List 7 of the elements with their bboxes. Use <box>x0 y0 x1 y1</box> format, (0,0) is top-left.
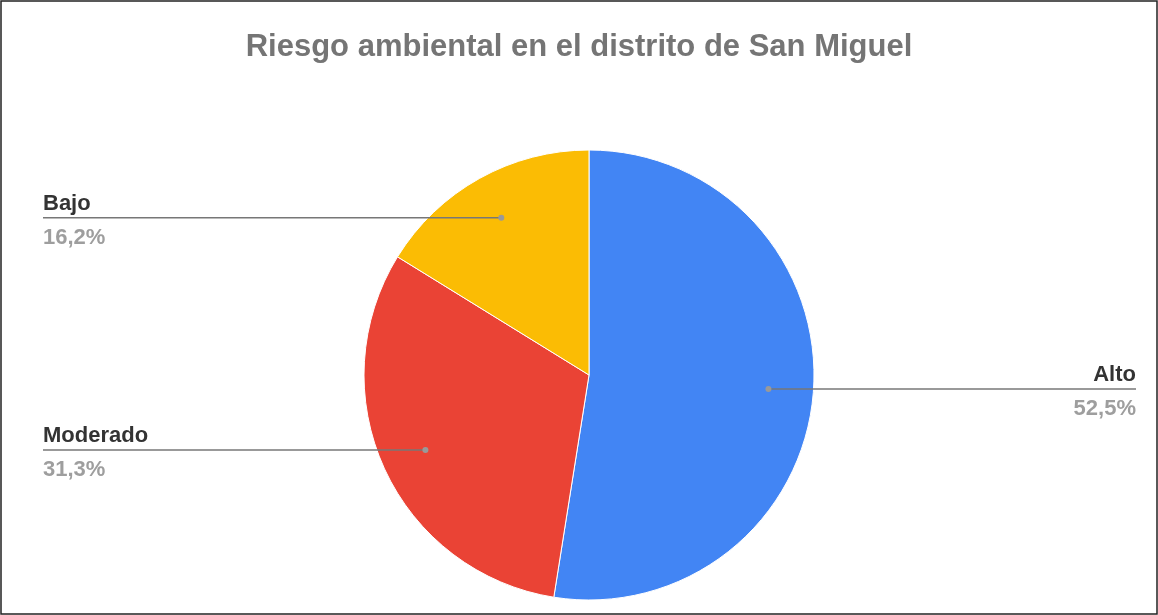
slice-label: Bajo <box>43 189 91 215</box>
slice-label: Alto <box>1093 361 1136 387</box>
chart-title: Riesgo ambiental en el distrito de San Miguel <box>245 28 913 63</box>
data-label: 31,3% <box>43 456 106 482</box>
slice-label: Moderado <box>43 422 149 448</box>
data-label: 52,5% <box>1073 395 1136 421</box>
data-label: 16,2% <box>43 223 106 249</box>
